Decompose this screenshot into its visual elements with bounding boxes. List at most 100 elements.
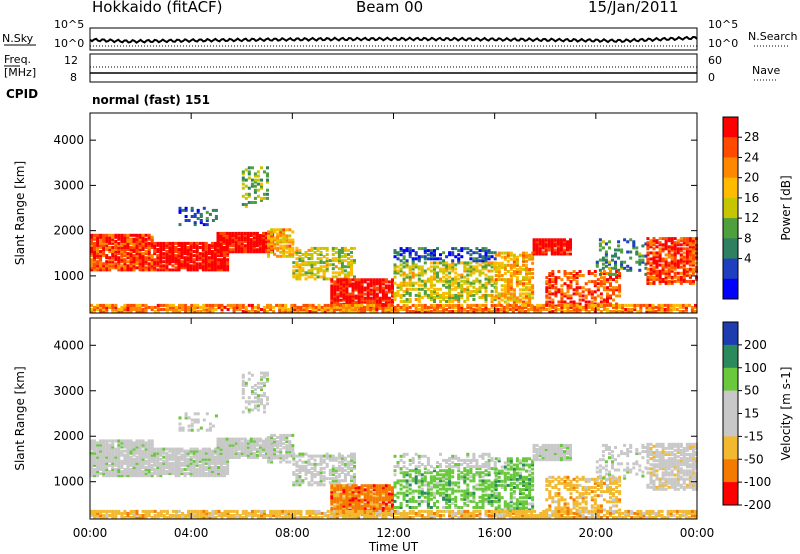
power-cell — [655, 259, 659, 263]
power-cell — [217, 262, 220, 266]
power-cell — [405, 289, 409, 293]
power-cell — [596, 286, 600, 290]
velocity-cell — [265, 445, 268, 449]
power-cell — [442, 275, 446, 279]
power-cell — [649, 277, 653, 281]
velocity-cell — [90, 453, 93, 457]
power-cell — [460, 255, 464, 259]
power-cell — [246, 248, 250, 252]
power-cell — [515, 276, 519, 280]
power-cell — [240, 240, 244, 244]
power-cell — [350, 269, 353, 273]
velocity-cell — [117, 451, 121, 455]
velocity-cell — [210, 461, 214, 465]
power-cell — [629, 268, 633, 272]
power-cell — [199, 221, 203, 225]
power-cell — [96, 233, 100, 237]
power-cell — [635, 246, 639, 250]
velocity-cell — [331, 468, 335, 472]
power-cell — [138, 305, 142, 309]
power-cell — [93, 248, 96, 251]
power-cell — [141, 268, 145, 272]
power-cell — [512, 257, 516, 261]
power-cell — [135, 256, 139, 260]
power-cell — [211, 208, 215, 212]
power-cell — [117, 237, 121, 241]
power-cell — [451, 281, 455, 285]
velocity-cell — [378, 484, 382, 488]
power-cell — [414, 265, 418, 269]
power-cell — [522, 251, 525, 255]
power-cell — [493, 263, 497, 267]
power-cell — [267, 242, 270, 246]
velocity-cell — [165, 461, 169, 465]
velocity-cell — [144, 441, 148, 445]
power-cell — [518, 272, 522, 275]
velocity-cell — [99, 455, 103, 459]
power-cell — [341, 305, 345, 309]
velocity-cell — [331, 471, 335, 474]
power-cell — [509, 263, 513, 267]
power-cell — [652, 277, 656, 281]
velocity-cell — [183, 449, 187, 453]
power-cell — [219, 248, 223, 252]
power-cell — [108, 246, 112, 249]
power-cell — [545, 282, 549, 286]
power-cell — [638, 262, 642, 266]
power-cell — [667, 247, 671, 251]
velocity-cell — [156, 474, 160, 478]
power-cell — [615, 280, 619, 284]
velocity-cell — [330, 492, 334, 496]
power-cell — [399, 253, 403, 257]
velocity-cell — [195, 474, 199, 478]
velocity-cell — [292, 456, 296, 460]
power-cell — [129, 305, 133, 309]
power-cell — [420, 305, 424, 309]
power-cell — [228, 250, 232, 254]
velocity-cell — [108, 470, 112, 474]
velocity-cell — [328, 473, 332, 476]
power-cell — [210, 250, 214, 253]
velocity-cell — [141, 457, 145, 461]
power-cell — [593, 274, 597, 277]
power-cell — [487, 269, 491, 273]
power-cell — [378, 278, 382, 282]
power-cell — [618, 272, 622, 275]
power-cell — [178, 223, 182, 227]
velocity-cell — [378, 498, 382, 502]
power-cell — [333, 296, 337, 300]
power-cell — [159, 248, 163, 251]
velocity-cell — [186, 449, 190, 453]
power-cell — [500, 298, 504, 302]
power-cell — [102, 308, 106, 311]
power-cell — [198, 256, 202, 260]
power-cell — [569, 276, 573, 280]
power-cell — [117, 310, 121, 313]
power-cell — [231, 244, 235, 248]
power-cell — [189, 248, 193, 251]
power-cell — [408, 275, 412, 279]
power-cell — [290, 308, 294, 311]
power-cell — [423, 271, 427, 275]
power-cell — [292, 271, 296, 275]
power-cell — [614, 266, 617, 270]
power-cell — [411, 283, 415, 287]
velocity-cell — [353, 473, 356, 476]
velocity-cell — [126, 466, 130, 469]
velocity-cell — [117, 472, 121, 476]
velocity-cell — [210, 468, 214, 471]
velocity-cell — [339, 498, 343, 502]
power-cell — [569, 242, 572, 246]
power-cell — [285, 254, 289, 258]
power-cell — [93, 262, 96, 266]
velocity-cell — [334, 479, 338, 483]
power-cell — [484, 283, 488, 287]
power-cell — [252, 238, 256, 242]
power-cell — [655, 277, 659, 281]
power-cell — [691, 281, 695, 285]
power-cell — [123, 239, 127, 243]
power-cell — [234, 238, 238, 242]
power-cell — [132, 266, 136, 270]
power-cell — [246, 242, 250, 246]
power-cell — [304, 277, 308, 281]
